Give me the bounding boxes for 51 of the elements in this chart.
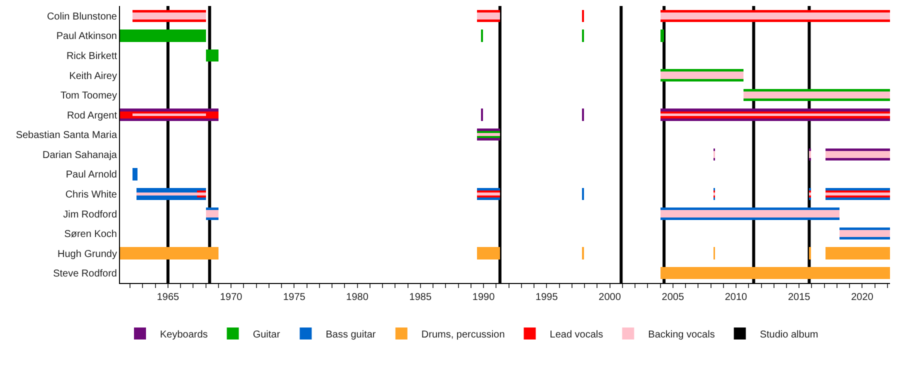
bar (744, 91, 890, 99)
y-tick-label: Chris White (65, 189, 118, 200)
y-tick-label: Sebastian Santa Maria (16, 130, 118, 142)
legend-label: Guitar (252, 329, 281, 340)
bar (120, 30, 206, 42)
x-tick-label: 1975 (283, 292, 306, 303)
x-tick-label: 2010 (724, 292, 748, 303)
bar (660, 210, 840, 218)
x-tick-label: 2000 (598, 292, 622, 303)
y-tick-label: Keith Airey (69, 70, 117, 82)
bar (660, 12, 890, 20)
y-tick-label: Colin Blunstone (46, 11, 118, 22)
legend-label: Keyboards (160, 329, 208, 340)
bar (477, 247, 500, 260)
legend-label: Backing vocals (648, 329, 715, 340)
x-tick-label: 1995 (536, 292, 558, 303)
y-tick-label: Rick Birkett (66, 50, 118, 62)
bar (840, 230, 890, 238)
bar (660, 30, 664, 42)
legend-label: Lead vocals (550, 329, 604, 340)
y-tick-label: Paul Arnold (66, 170, 117, 181)
x-tick-label: 1985 (409, 292, 432, 303)
y-tick-label: Søren Koch (64, 229, 117, 240)
y-tick-label: Tom Toomey (60, 90, 117, 102)
bar (826, 247, 890, 260)
x-tick-label: 1990 (472, 292, 496, 303)
x-tick-label: 1965 (156, 292, 180, 303)
legend-label: Studio album (760, 329, 818, 340)
bar (120, 247, 218, 260)
bar (660, 266, 890, 280)
bar (206, 49, 218, 62)
x-tick-label: 2005 (662, 292, 684, 303)
bar (660, 72, 744, 79)
y-tick-label: Paul Atkinson (56, 31, 117, 42)
bar (206, 210, 218, 218)
y-tick-label: Jim Rodford (63, 209, 117, 220)
x-tick-label: 1970 (220, 292, 243, 303)
bar (826, 150, 890, 158)
bar (826, 192, 890, 196)
y-tick-label: Rod Argent (66, 110, 118, 122)
bar (132, 12, 206, 20)
bar (132, 168, 138, 180)
y-tick-label: Steve Rodford (53, 268, 117, 280)
x-tick-label: 2015 (788, 292, 811, 303)
legend-label: Drums, percussion (421, 329, 505, 340)
x-tick-label: 2020 (851, 292, 874, 303)
y-tick-label: Hugh Grundy (58, 248, 117, 260)
y-tick-label: Darian Sahanaja (42, 150, 118, 161)
x-tick-label: 1980 (346, 292, 369, 303)
bar (477, 12, 500, 20)
legend-label: Bass guitar (326, 329, 376, 340)
